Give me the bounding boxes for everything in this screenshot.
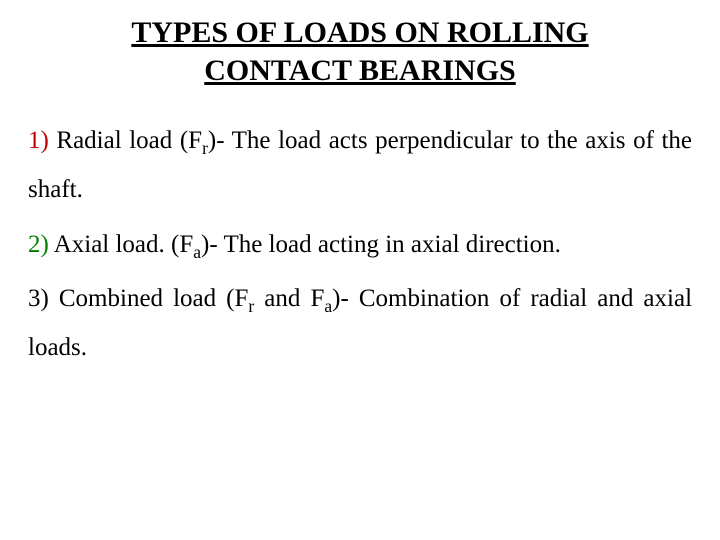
title-line-2: CONTACT BEARINGS [204, 54, 515, 87]
item-number: 1) [28, 127, 49, 154]
list-item: 1) Radial load (Fr)- The load acts perpe… [28, 117, 692, 215]
item-text-pre: Combined load (F [49, 285, 249, 312]
title-line-1: TYPES OF LOADS ON ROLLING [131, 16, 588, 49]
slide: { "title": { "line1": "TYPES OF LOADS ON… [0, 0, 720, 540]
item-text-pre: Radial load (F [49, 127, 202, 154]
item-text-post: )- The load acting in axial direction. [201, 231, 561, 258]
subscript: a [193, 242, 201, 262]
item-text-mid: and F [254, 285, 324, 312]
slide-title: TYPES OF LOADS ON ROLLING CONTACT BEARIN… [0, 0, 720, 89]
item-text-pre: Axial load. (F [49, 231, 193, 258]
item-number: 2) [28, 231, 49, 258]
item-number: 3) [28, 285, 49, 312]
list-item: 3) Combined load (Fr and Fa)- Combinatio… [28, 275, 692, 373]
list-item: 2) Axial load. (Fa)- The load acting in … [28, 221, 692, 270]
slide-body: 1) Radial load (Fr)- The load acts perpe… [0, 117, 720, 373]
subscript: a [324, 296, 332, 316]
